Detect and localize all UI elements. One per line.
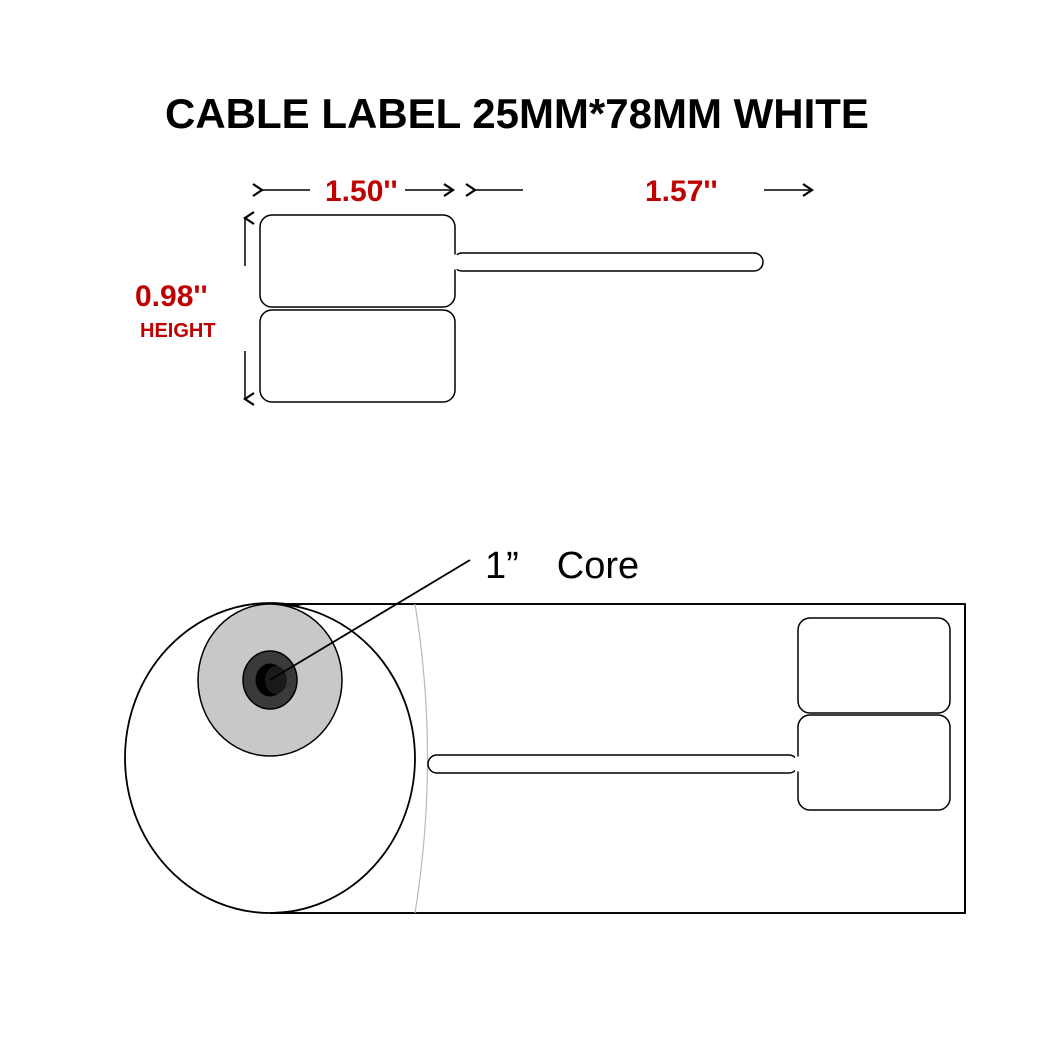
roll-core-outer (243, 651, 297, 709)
label-top-rect (260, 215, 455, 307)
dim-height-label: HEIGHT (140, 320, 216, 343)
roll-inner-disc (198, 604, 342, 756)
core-leader (270, 560, 470, 680)
page-title: CABLE LABEL 25MM*78MM WHITE (165, 90, 869, 138)
sheet-label-tail (428, 755, 798, 773)
roll-sheet (270, 604, 965, 913)
label-diagram (0, 0, 1056, 1050)
core-label: 1” Core (485, 545, 639, 588)
sheet-label-top (798, 618, 950, 713)
sheet-label-bottom (798, 715, 950, 810)
roll-outer (125, 603, 415, 913)
label-tail (453, 253, 763, 271)
dim-width: 1.50'' (325, 175, 398, 209)
dim-height: 0.98'' (135, 280, 208, 314)
dim-tail: 1.57'' (645, 175, 718, 209)
label-bottom-rect (260, 310, 455, 402)
roll-core-inner (256, 664, 284, 696)
